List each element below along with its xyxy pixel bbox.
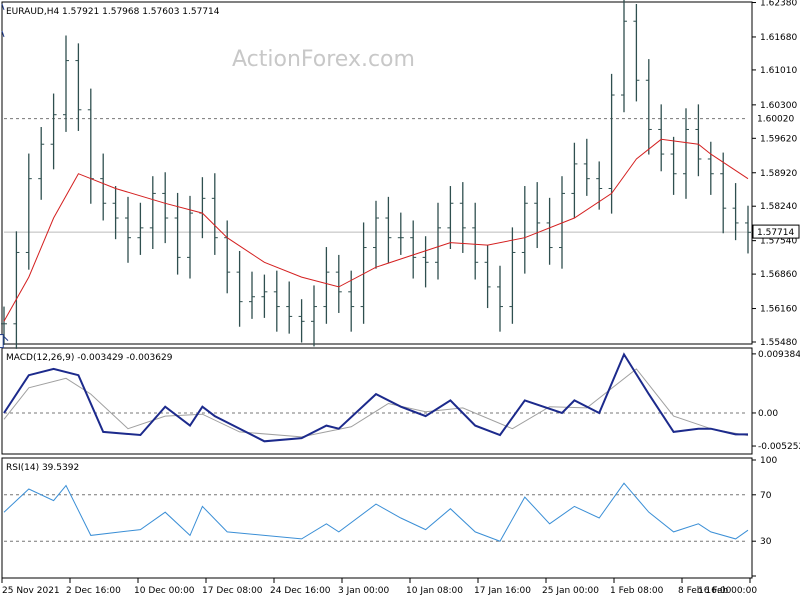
x-axis-tick-label: 25 Jan 00:00 — [542, 586, 599, 596]
x-axis-tick-label: 17 Jan 16:00 — [474, 586, 531, 596]
macd-signal-line — [3, 368, 749, 438]
macd-readout: MACD(12,26,9) -0.003429 -0.003629 — [6, 353, 173, 363]
price-y-tick-label: 1.60300 — [760, 101, 797, 111]
rsi-readout: RSI(14) 39.5392 — [6, 463, 79, 473]
price-y-tick-label: 1.57540 — [760, 237, 797, 247]
price-y-tick-label: 1.58240 — [760, 202, 797, 212]
price-y-tick-label: 1.56860 — [760, 270, 797, 280]
moving-average-line — [3, 138, 749, 322]
price-readout: EURAUD,H4 1.57921 1.57968 1.57603 1.5771… — [6, 7, 220, 17]
price-y-tick-label: 1.55480 — [760, 338, 797, 348]
rsi-line — [3, 482, 749, 542]
rsi-series-layer — [3, 482, 749, 542]
price-y-tick-label: 1.56160 — [760, 305, 797, 315]
resistance-tag-bg — [754, 112, 798, 125]
price-y-tick-label: 1.61010 — [760, 66, 797, 76]
x-axis-tick-label: 10 Dec 00:00 — [134, 586, 195, 596]
price-y-tick-label: 1.62380 — [760, 0, 797, 9]
macd-y-tick-label: 0.00 — [758, 409, 778, 419]
macd-y-tick-label: 0.009384 — [758, 350, 800, 360]
current-price-label: 1.57714 — [757, 228, 794, 238]
macd-panel-frame — [1, 347, 753, 455]
x-axis-tick-label: 1 Feb 08:00 — [610, 586, 664, 596]
macd-y-tick-label: -0.005252 — [758, 442, 800, 452]
annotation-leader — [3, 336, 9, 341]
current-price-tag — [752, 224, 800, 239]
price-annotation-label-box — [0, 334, 4, 349]
x-axis-tick-label: 8 Feb 16:00 — [678, 586, 732, 596]
resistance-price-label: 1.60020 — [757, 115, 794, 125]
x-axis-tick-label: 2 Dec 16:00 — [66, 586, 121, 596]
x-axis-tick-label: 10 Jan 08:00 — [406, 586, 463, 596]
annotation-leader — [1, 3, 5, 11]
rsi-y-tick-label: 70 — [760, 491, 772, 501]
rsi-y-tick-label: 100 — [760, 456, 777, 466]
price-y-tick-label: 1.59620 — [760, 134, 797, 144]
rsi-y-tick-label: 30 — [760, 537, 772, 547]
price-y-tick-label: 1.61680 — [760, 33, 797, 43]
watermark-text: ActionForex.com — [232, 47, 415, 72]
x-axis-tick-label: 24 Dec 16:00 — [270, 586, 331, 596]
x-axis-tick-label: 16 Feb 00:00 — [698, 586, 757, 596]
price-y-tick-label: 1.58920 — [760, 169, 797, 179]
annotation-leader — [1, 30, 5, 38]
x-axis-tick-label: 17 Dec 08:00 — [202, 586, 263, 596]
macd-main-line — [3, 352, 748, 443]
rsi-panel-frame — [1, 457, 753, 579]
macd-series-layer — [3, 352, 749, 443]
x-axis-tick-label: 25 Nov 2021 — [2, 586, 60, 596]
x-axis-tick-label: 3 Jan 00:00 — [338, 586, 390, 596]
